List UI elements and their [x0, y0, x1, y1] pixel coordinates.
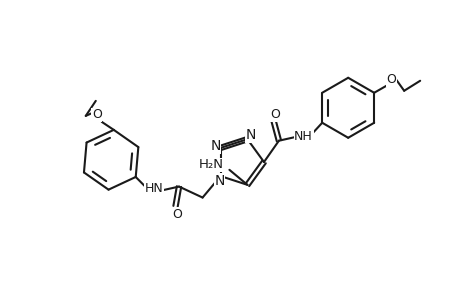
Text: N: N	[214, 174, 224, 188]
Text: HN: HN	[145, 182, 163, 195]
Text: O: O	[386, 73, 395, 86]
Text: H₂N: H₂N	[198, 158, 223, 171]
Text: N: N	[210, 139, 220, 153]
Text: NH: NH	[294, 130, 312, 143]
Text: O: O	[172, 208, 182, 221]
Text: O: O	[269, 108, 279, 121]
Text: O: O	[92, 108, 101, 122]
Text: N: N	[245, 128, 255, 142]
